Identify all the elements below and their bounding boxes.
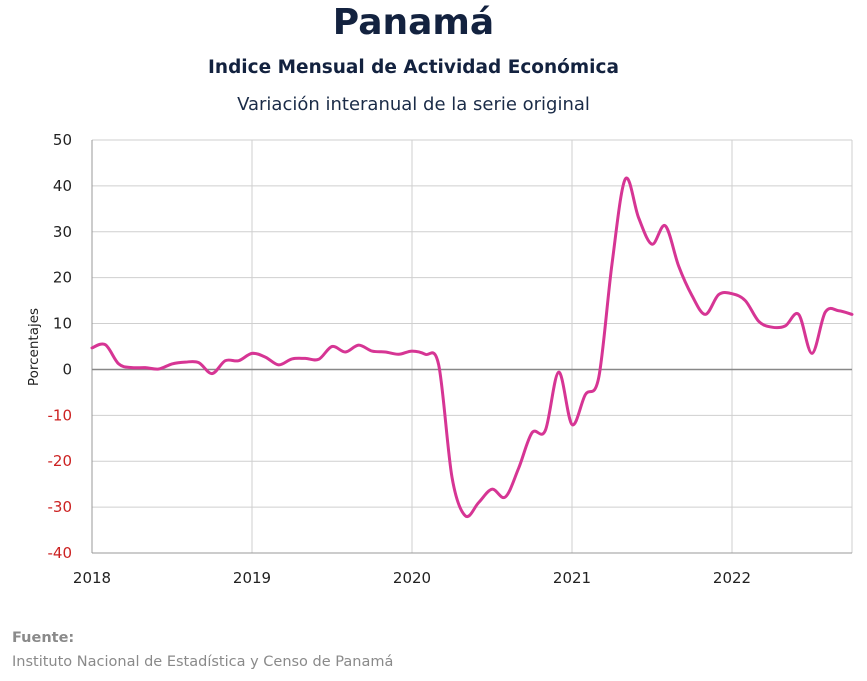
data-point	[104, 343, 107, 346]
data-point	[611, 262, 614, 265]
data-point	[744, 299, 747, 302]
data-point	[437, 363, 440, 366]
data-point	[197, 361, 200, 364]
data-point	[731, 292, 734, 295]
data-point	[331, 345, 334, 348]
page-title: Panamá	[332, 2, 495, 43]
data-point	[544, 429, 547, 432]
source-label: Fuente:	[12, 630, 75, 646]
y-tick-label: -40	[48, 544, 73, 562]
chart-title: Variación interanual de la serie origina…	[237, 94, 590, 115]
source-text: Instituto Nacional de Estadística y Cens…	[12, 654, 394, 670]
data-point	[531, 431, 534, 434]
data-point	[117, 362, 120, 365]
y-axis-label: Porcentajes	[26, 308, 42, 386]
y-tick-label: 10	[53, 315, 72, 333]
data-point	[517, 467, 520, 470]
data-point	[771, 326, 774, 329]
series-line	[90, 176, 854, 519]
data-point	[624, 178, 627, 181]
data-point	[371, 350, 374, 353]
data-point	[357, 344, 360, 347]
data-point	[144, 366, 147, 369]
data-point	[571, 423, 574, 426]
y-tick-label: 50	[53, 131, 72, 149]
series-layer	[90, 176, 854, 519]
x-tick-label: 2019	[233, 569, 271, 587]
data-point	[851, 313, 854, 316]
data-point	[184, 361, 187, 364]
y-tick-label: -20	[48, 452, 73, 470]
data-point	[584, 393, 587, 396]
data-point	[757, 320, 760, 323]
data-point	[211, 372, 214, 375]
grid	[91, 139, 853, 554]
data-point	[797, 313, 800, 316]
y-tick-label: 40	[53, 177, 72, 195]
y-tick-label: 0	[62, 360, 72, 378]
data-point	[264, 356, 267, 359]
data-point	[677, 265, 680, 268]
x-tick-label: 2022	[713, 569, 751, 587]
y-tick-label: -30	[48, 498, 73, 516]
data-point	[411, 350, 414, 353]
data-point	[691, 294, 694, 297]
data-point	[464, 514, 467, 517]
data-point	[824, 311, 827, 314]
data-point	[504, 496, 507, 499]
data-point	[251, 352, 254, 355]
data-point	[304, 357, 307, 360]
data-point	[224, 359, 227, 362]
data-point	[811, 352, 814, 355]
data-point	[157, 368, 160, 371]
x-tick-label: 2020	[393, 569, 431, 587]
data-point	[91, 346, 94, 349]
data-point	[237, 359, 240, 362]
data-point	[837, 309, 840, 312]
data-point	[131, 366, 134, 369]
data-point	[784, 324, 787, 327]
x-tick-label: 2021	[553, 569, 591, 587]
data-point	[397, 353, 400, 356]
data-point	[664, 224, 667, 227]
data-point	[597, 376, 600, 379]
data-point	[491, 488, 494, 491]
y-tick-label: 30	[53, 223, 72, 241]
x-tick-label: 2018	[73, 569, 111, 587]
data-point	[291, 357, 294, 360]
data-point	[477, 501, 480, 504]
data-point	[384, 351, 387, 354]
data-point	[277, 363, 280, 366]
data-point	[717, 293, 720, 296]
chart-subtitle: Indice Mensual de Actividad Económica	[208, 57, 619, 78]
data-point	[317, 358, 320, 361]
y-tick-label: 20	[53, 269, 72, 287]
data-point	[557, 371, 560, 374]
data-point	[704, 313, 707, 316]
data-point	[637, 217, 640, 220]
data-point	[651, 243, 654, 246]
data-point	[344, 351, 347, 354]
data-point	[424, 353, 427, 356]
data-point	[451, 476, 454, 479]
data-point	[171, 362, 174, 365]
y-tick-label: -10	[48, 406, 73, 424]
